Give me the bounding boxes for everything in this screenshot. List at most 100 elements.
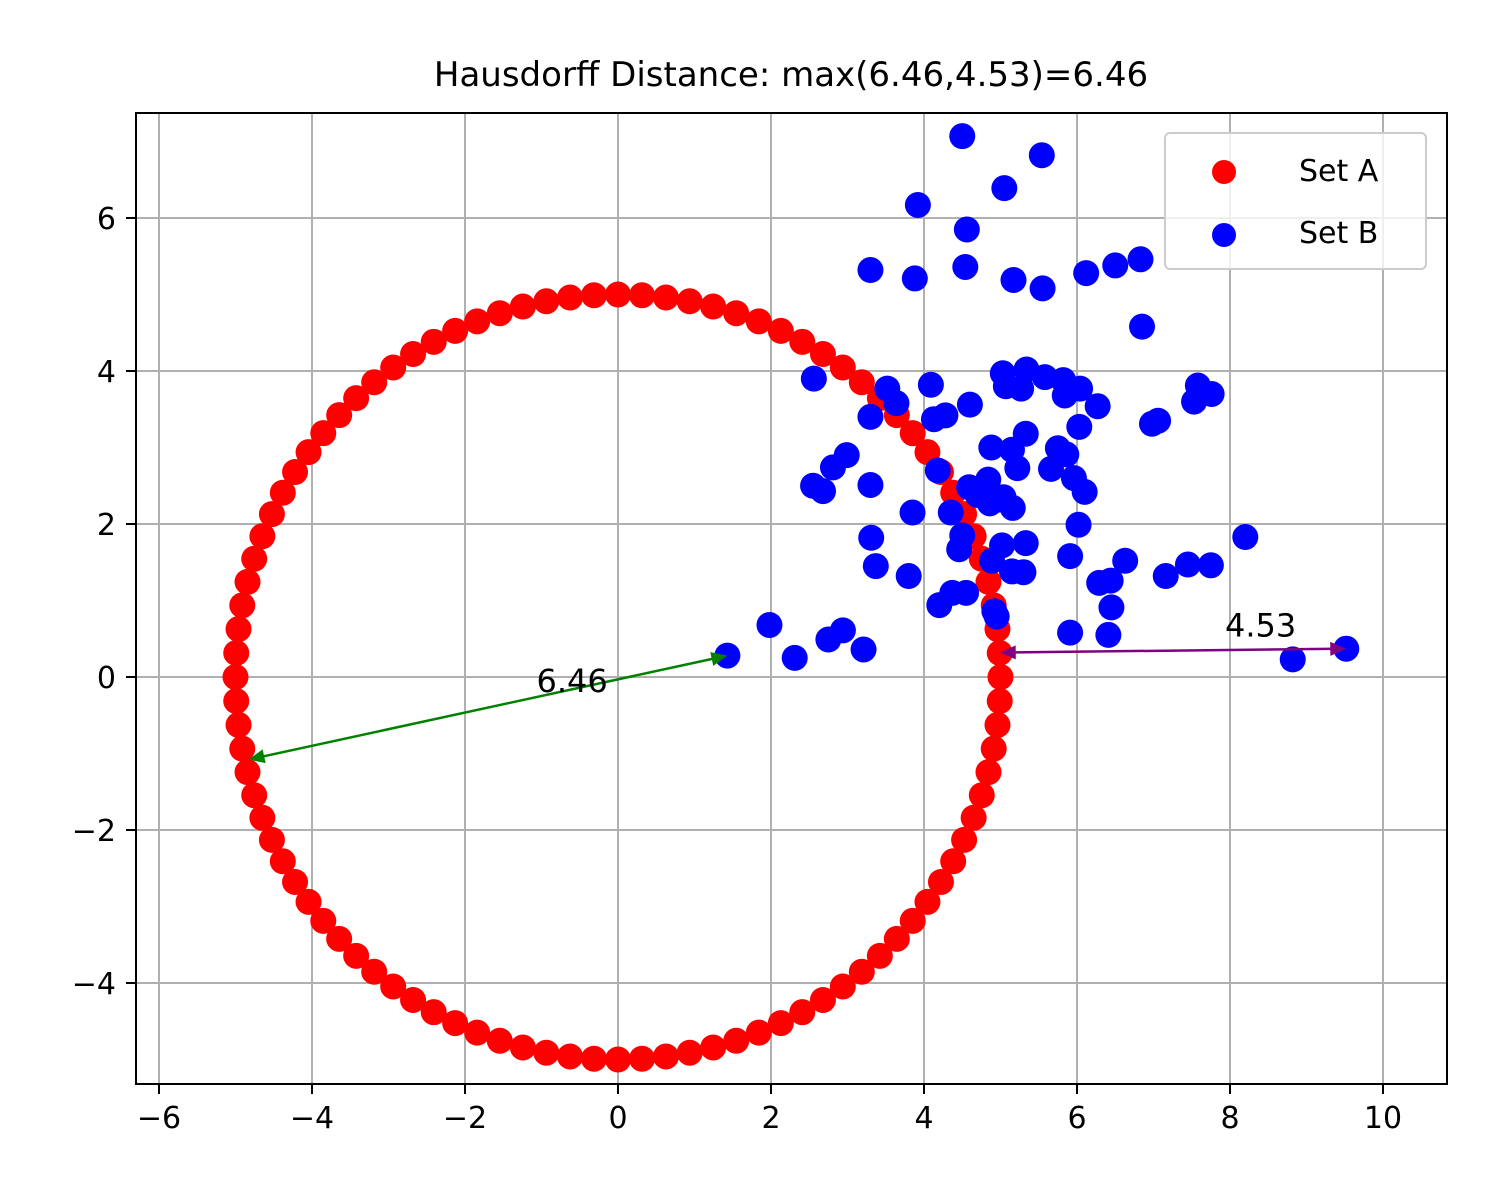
point-set-a xyxy=(533,288,560,315)
point-set-b xyxy=(1095,621,1122,648)
point-set-b xyxy=(949,123,976,150)
series-set-a xyxy=(222,281,1014,1073)
point-set-a xyxy=(676,288,703,315)
point-set-a xyxy=(848,958,875,985)
point-set-a xyxy=(249,804,276,831)
point-set-b xyxy=(899,499,926,526)
point-set-a xyxy=(400,341,427,368)
point-set-b xyxy=(1037,455,1064,482)
point-set-a xyxy=(258,826,285,853)
distance-arrow-line xyxy=(257,656,719,759)
point-set-b xyxy=(829,617,856,644)
point-set-b xyxy=(858,524,885,551)
point-set-b xyxy=(1065,511,1092,538)
y-tick-label: −4 xyxy=(72,967,116,1002)
point-set-b xyxy=(857,257,884,284)
point-set-a xyxy=(767,317,794,344)
point-set-a xyxy=(899,420,926,447)
point-set-a xyxy=(605,281,631,308)
point-set-a xyxy=(914,888,941,915)
point-set-b xyxy=(901,265,928,292)
point-set-b xyxy=(1066,413,1093,440)
point-set-a xyxy=(310,907,337,934)
point-set-a xyxy=(400,986,427,1013)
point-set-a xyxy=(420,328,447,355)
point-set-a xyxy=(940,848,967,875)
point-set-b xyxy=(1152,563,1179,590)
plot-area xyxy=(136,113,1447,1084)
series-set-b xyxy=(714,123,1360,673)
y-tick-label: 6 xyxy=(97,202,116,237)
point-set-a xyxy=(899,907,926,934)
point-set-a xyxy=(222,664,249,690)
point-set-b xyxy=(1198,380,1225,407)
point-set-b xyxy=(952,253,979,280)
point-set-a xyxy=(829,973,856,1000)
point-set-a xyxy=(310,420,337,447)
point-set-b xyxy=(1127,246,1154,273)
point-set-b xyxy=(883,390,910,417)
point-set-a xyxy=(464,308,491,335)
point-set-a xyxy=(723,300,750,327)
point-set-a xyxy=(509,293,536,320)
distance-arrowhead xyxy=(710,652,728,666)
x-tick-label: 8 xyxy=(1220,1101,1239,1136)
point-set-b xyxy=(1028,142,1055,169)
legend-label-set-a: Set A xyxy=(1299,154,1379,189)
point-set-a xyxy=(509,1034,536,1061)
point-set-a xyxy=(258,501,285,528)
distance-label: 6.46 xyxy=(536,662,607,700)
point-set-a xyxy=(809,341,836,368)
point-set-a xyxy=(343,942,370,969)
point-set-a xyxy=(361,958,388,985)
legend-label-set-b: Set B xyxy=(1299,216,1378,251)
point-set-a xyxy=(486,1027,513,1054)
point-set-a xyxy=(605,1046,631,1073)
point-set-b xyxy=(1197,552,1224,579)
distance-label: 4.53 xyxy=(1225,607,1296,645)
point-set-b xyxy=(1129,313,1156,340)
distance-arrow-line xyxy=(1009,647,1337,654)
y-tick-label: 4 xyxy=(97,355,116,390)
point-set-b xyxy=(1098,594,1125,621)
x-tick-label: 4 xyxy=(914,1101,933,1136)
x-tick-label: 0 xyxy=(608,1101,627,1136)
point-set-b xyxy=(1279,646,1306,673)
grid xyxy=(136,113,1447,1084)
x-tick-label: 6 xyxy=(1067,1101,1086,1136)
point-set-b xyxy=(857,403,884,430)
point-set-a xyxy=(464,1019,491,1046)
point-set-a xyxy=(223,688,250,715)
point-set-b xyxy=(953,579,980,606)
point-set-a xyxy=(282,459,309,486)
point-set-a xyxy=(241,545,268,572)
point-set-a xyxy=(652,1043,679,1070)
point-set-a xyxy=(700,293,727,320)
point-set-a xyxy=(629,282,656,309)
point-set-a xyxy=(343,385,370,412)
point-set-a xyxy=(700,1034,727,1061)
point-set-a xyxy=(361,369,388,396)
point-set-a xyxy=(767,1010,794,1037)
distance-arrowhead xyxy=(1330,641,1347,656)
point-set-b xyxy=(1112,547,1139,574)
distance-arrowhead xyxy=(999,645,1016,660)
point-set-b xyxy=(800,365,827,392)
point-set-b xyxy=(1145,407,1172,434)
point-set-a xyxy=(960,804,987,831)
point-set-b xyxy=(1073,260,1100,287)
distance-arrowhead xyxy=(248,749,266,764)
point-set-b xyxy=(781,644,808,671)
point-set-b xyxy=(956,391,983,418)
point-set-b xyxy=(937,499,964,526)
point-set-b xyxy=(1012,530,1039,557)
point-set-a xyxy=(986,688,1013,715)
point-set-a xyxy=(745,1019,772,1046)
legend: Set A Set B xyxy=(1164,132,1427,270)
point-set-a xyxy=(987,664,1014,690)
point-set-a xyxy=(975,759,1002,786)
point-set-b xyxy=(979,547,1006,574)
x-tick-label: 10 xyxy=(1364,1101,1402,1136)
point-set-a xyxy=(229,735,256,762)
point-set-b xyxy=(862,553,889,580)
